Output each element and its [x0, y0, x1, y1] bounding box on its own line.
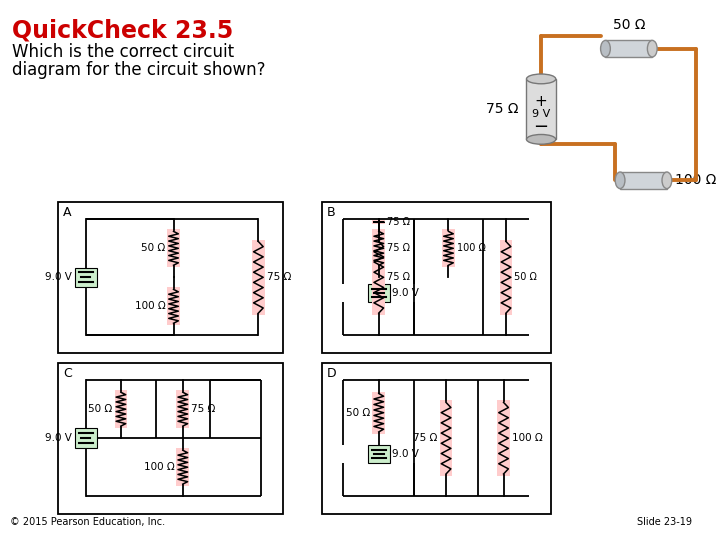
Bar [322, 202, 551, 353]
Text: 9.0 V: 9.0 V [392, 288, 419, 298]
Text: Which is the correct circuit: Which is the correct circuit [12, 43, 234, 61]
Bar [368, 446, 390, 463]
Text: 75 Ω: 75 Ω [266, 272, 291, 282]
Bar [58, 363, 283, 514]
Text: 100 Ω: 100 Ω [144, 462, 174, 472]
Text: 50 Ω: 50 Ω [514, 272, 537, 282]
Text: 75 Ω: 75 Ω [191, 404, 215, 414]
Text: 100 Ω: 100 Ω [675, 173, 716, 187]
Text: 75 Ω: 75 Ω [486, 102, 518, 116]
Text: C: C [63, 367, 72, 380]
Text: 9.0 V: 9.0 V [45, 272, 72, 282]
Bar [114, 390, 127, 428]
Text: A: A [63, 206, 72, 219]
Text: 50 Ω: 50 Ω [613, 18, 645, 32]
Text: 50 Ω: 50 Ω [141, 244, 166, 253]
Text: 100 Ω: 100 Ω [512, 433, 543, 443]
Ellipse shape [662, 172, 672, 188]
Text: B: B [327, 206, 336, 219]
Bar [322, 363, 551, 514]
Bar [498, 401, 510, 476]
Text: QuickCheck 23.5: QuickCheck 23.5 [12, 18, 233, 43]
Text: 100 Ω: 100 Ω [456, 244, 486, 253]
Bar [167, 287, 180, 325]
Text: 75 Ω: 75 Ω [413, 433, 438, 443]
Bar [620, 172, 667, 188]
Bar [372, 240, 385, 315]
Text: Slide 23-19: Slide 23-19 [637, 517, 692, 528]
Text: 50 Ω: 50 Ω [346, 408, 371, 418]
Bar [58, 202, 283, 353]
Text: 50 Ω: 50 Ω [89, 404, 112, 414]
Text: 9.0 V: 9.0 V [45, 433, 72, 443]
Text: diagram for the circuit shown?: diagram for the circuit shown? [12, 62, 265, 79]
Text: 75 Ω: 75 Ω [387, 217, 410, 227]
Text: © 2015 Pearson Education, Inc.: © 2015 Pearson Education, Inc. [10, 517, 165, 528]
Bar [372, 392, 385, 434]
Text: −: − [534, 118, 549, 136]
Text: +: + [535, 94, 547, 109]
Ellipse shape [615, 172, 625, 188]
Ellipse shape [600, 40, 611, 57]
Bar [526, 79, 556, 139]
Bar [500, 240, 513, 315]
Bar [75, 267, 96, 287]
Bar [440, 401, 452, 476]
Text: 9 V: 9 V [532, 109, 550, 119]
Bar [176, 448, 189, 486]
Bar [176, 390, 189, 428]
Ellipse shape [526, 134, 556, 144]
Text: 9.0 V: 9.0 V [392, 449, 419, 459]
Ellipse shape [526, 74, 556, 84]
Bar [606, 40, 652, 57]
Text: D: D [327, 367, 336, 380]
Bar [368, 285, 390, 302]
Bar [372, 220, 385, 224]
Ellipse shape [647, 40, 657, 57]
Bar [167, 230, 180, 267]
Bar [75, 428, 96, 448]
Text: 100 Ω: 100 Ω [135, 301, 166, 312]
Text: 75 Ω: 75 Ω [387, 272, 410, 282]
Bar [372, 230, 385, 267]
Bar [442, 230, 455, 267]
Bar [252, 240, 265, 315]
Text: 75 Ω: 75 Ω [387, 244, 410, 253]
